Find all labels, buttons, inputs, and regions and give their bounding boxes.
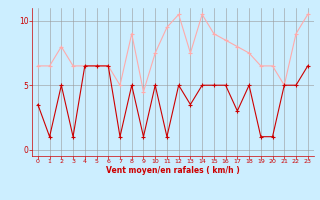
X-axis label: Vent moyen/en rafales ( km/h ): Vent moyen/en rafales ( km/h )	[106, 166, 240, 175]
